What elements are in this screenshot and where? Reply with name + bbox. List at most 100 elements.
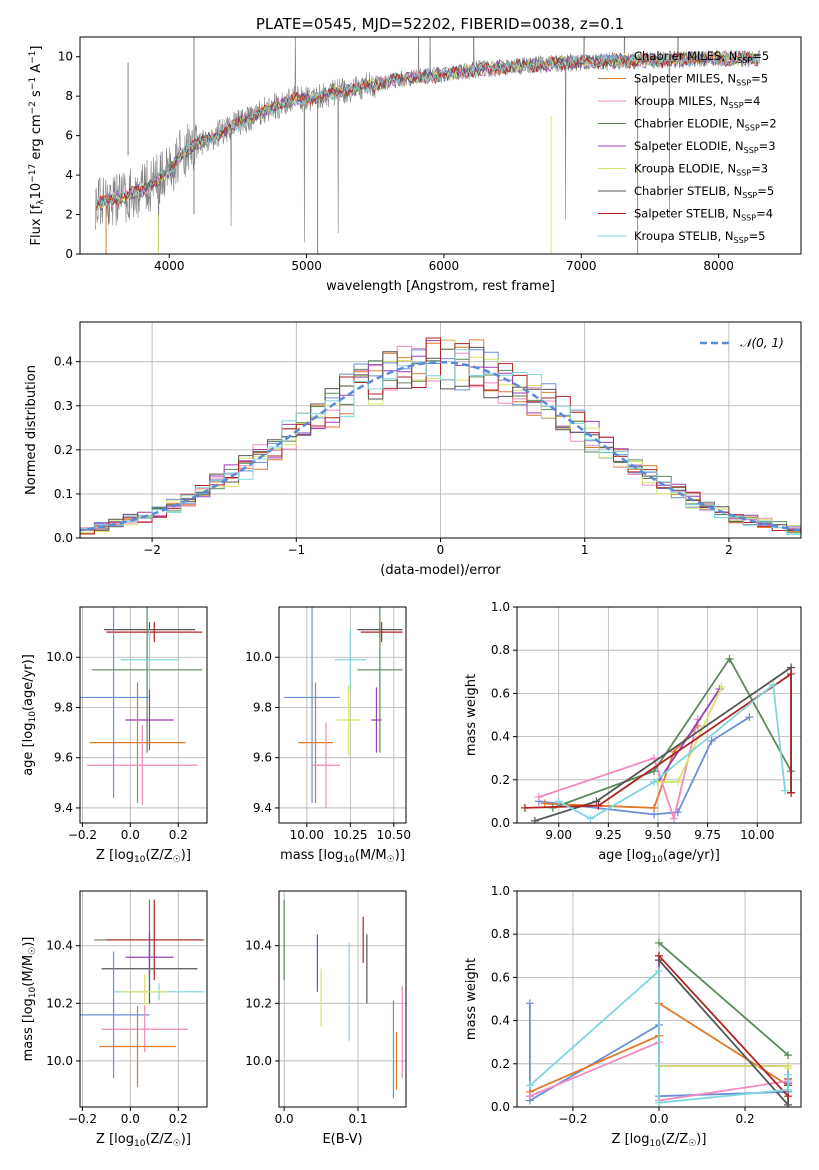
weight-marker <box>592 797 601 806</box>
y-tick-label: 9.4 <box>253 801 272 815</box>
x-tick-label: 0.2 <box>169 1112 188 1126</box>
weight-marker <box>655 938 663 947</box>
legend-label: Kroupa STELIB, NSSP=5 <box>634 229 765 245</box>
weight-marker <box>525 999 534 1008</box>
y-axis-label: Flux [fλ10−17 erg cm−2 s−1 A−1] <box>28 46 46 246</box>
plot-area <box>520 654 796 823</box>
weight-marker <box>769 680 778 689</box>
plot-area <box>94 37 760 254</box>
panel-mass-vs-Z: −0.2 0.0 0.2 10.0 10.2 10.4 Z [log10(Z/Z☉)] mas… <box>21 890 208 1149</box>
weight-marker <box>784 1051 793 1060</box>
x-tick-label: −1 <box>287 543 305 557</box>
x-tick-label: 10.50 <box>377 828 411 842</box>
y-tick-label: 0.2 <box>491 1057 510 1071</box>
legend-label: 𝒩(0, 1) <box>740 336 784 350</box>
x-tick-label: 6000 <box>429 259 460 273</box>
y-tick-label: 10.0 <box>245 1054 272 1068</box>
weight-marker <box>525 1081 534 1090</box>
y-tick-label: 6 <box>65 129 73 143</box>
x-tick-label: 8000 <box>703 259 734 273</box>
legend-label: Salpeter ELODIE, NSSP=3 <box>634 139 776 155</box>
x-tick-label: 0.0 <box>649 1112 668 1126</box>
plot-area <box>80 899 205 1087</box>
weight-marker <box>655 966 663 975</box>
x-axis-label: age [log10(age/yr)] <box>598 848 720 865</box>
panel-age-vs-mass: 10.00 10.25 10.50 9.4 9.6 9.8 10.0 mass [log10(… <box>245 606 411 865</box>
plot-area <box>284 607 403 808</box>
legend-label: Chabrier MILES, NSSP=5 <box>634 49 769 65</box>
weight-marker <box>787 788 796 797</box>
x-tick-label: 10.00 <box>740 828 774 842</box>
weight-marker <box>655 951 663 960</box>
spectrum-legend: Chabrier MILES, NSSP=5 Salpeter MILES, NS… <box>598 49 777 245</box>
y-tick-label: 0.2 <box>54 443 73 457</box>
y-tick-label: 1.0 <box>491 884 510 898</box>
y-tick-label: 0.1 <box>54 487 73 501</box>
weight-marker <box>650 777 659 786</box>
x-axis-label: Z [log10(Z/Z☉)] <box>96 848 191 865</box>
weight-line-8 <box>529 968 789 1104</box>
x-tick-label: 5000 <box>291 259 322 273</box>
weight-marker <box>784 1100 793 1107</box>
weight-marker <box>784 1085 793 1094</box>
y-tick-label: 10.4 <box>245 939 272 953</box>
weight-line-2 <box>538 719 699 822</box>
y-axis-label: Normed distribution <box>24 365 39 495</box>
weight-marker <box>707 736 716 745</box>
plot-area <box>283 899 403 1099</box>
y-tick-label: 2 <box>65 208 73 222</box>
weight-marker <box>650 803 659 812</box>
panel-mass-weight-vs-Z: −0.2 0.0 0.2 0.0 0.2 0.4 0.6 0.8 1.0 Z [log10(Z/Z… <box>464 884 802 1149</box>
y-tick-label: 9.8 <box>253 700 272 714</box>
x-tick-label: 9.50 <box>645 828 672 842</box>
x-tick-label: 0.1 <box>348 1112 367 1126</box>
weight-line-1 <box>544 725 699 809</box>
y-tick-label: 9.4 <box>54 801 73 815</box>
x-tick-label: 7000 <box>566 259 597 273</box>
weight-marker <box>534 793 543 802</box>
y-tick-label: 0.0 <box>491 816 510 830</box>
legend-label: Kroupa MILES, NSSP=4 <box>634 94 760 110</box>
weight-line-5 <box>659 1065 789 1069</box>
axes-frame <box>79 606 208 824</box>
panel-residuals: −2 −1 0 1 2 0.0 0.1 0.2 0.3 0.4 (data-model)/error… <box>24 321 802 578</box>
y-axis-label: mass [log10(M/M☉)] <box>21 937 38 1062</box>
model-spectrum-8 <box>96 49 759 207</box>
axes-frame <box>79 36 802 255</box>
weight-line-4 <box>657 688 721 783</box>
x-tick-label: 9.25 <box>595 828 622 842</box>
weight-marker <box>717 682 726 691</box>
axes-frame <box>516 606 802 824</box>
y-tick-label: 0 <box>65 247 73 261</box>
x-tick-label: 0.0 <box>121 828 140 842</box>
y-tick-label: 1.0 <box>491 600 510 614</box>
y-tick-label: 9.8 <box>54 700 73 714</box>
y-tick-label: 10.2 <box>245 996 272 1010</box>
weight-marker <box>781 786 790 795</box>
x-tick-label: 9.00 <box>545 828 572 842</box>
y-tick-label: 0.0 <box>491 1100 510 1114</box>
x-tick-label: 0.2 <box>736 1112 755 1126</box>
y-tick-label: 10.4 <box>46 939 73 953</box>
weight-marker <box>540 799 549 808</box>
plot-area <box>80 337 801 537</box>
x-tick-label: 9.75 <box>694 828 721 842</box>
plot-area <box>525 938 793 1107</box>
x-axis-label: Z [log10(Z/Z☉)] <box>96 1132 191 1149</box>
y-tick-label: 4 <box>65 168 73 182</box>
y-tick-label: 10.0 <box>46 650 73 664</box>
y-tick-label: 0.0 <box>54 531 73 545</box>
weight-marker <box>655 1098 663 1107</box>
y-tick-label: 9.6 <box>253 751 272 765</box>
y-tick-label: 10.2 <box>46 996 73 1010</box>
x-tick-label: −0.2 <box>68 1112 97 1126</box>
weight-marker <box>725 654 734 663</box>
plot-area <box>80 607 203 806</box>
y-tick-label: 0.8 <box>491 927 510 941</box>
axes-frame <box>79 890 208 1108</box>
x-axis-label: wavelength [Angstrom, rest frame] <box>326 279 555 294</box>
panel-spectrum: 4000 5000 6000 7000 8000 0 2 4 6 8 10 wavelength [A… <box>28 36 802 294</box>
weight-line-0 <box>538 716 750 816</box>
y-tick-label: 9.6 <box>54 751 73 765</box>
